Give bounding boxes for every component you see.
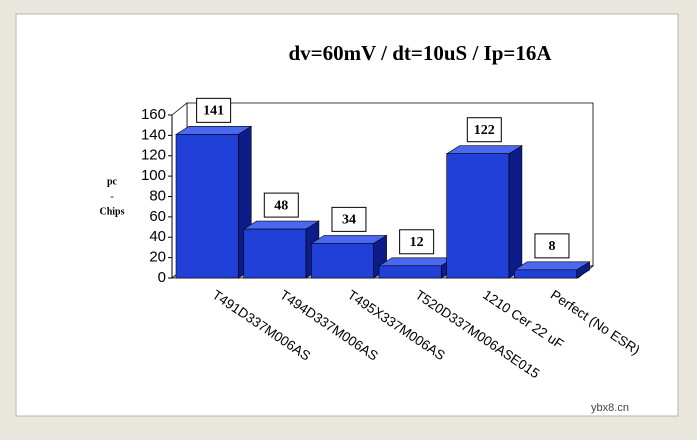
bar-top	[174, 126, 253, 135]
value-label: 8	[548, 239, 555, 254]
bar-top	[242, 220, 320, 230]
bar	[311, 243, 374, 279]
bar	[446, 153, 510, 279]
y-axis-label: Chips	[99, 206, 124, 217]
value-label-box	[331, 206, 367, 232]
y-tick-label: 120	[141, 147, 166, 164]
bar-side	[508, 145, 523, 279]
bar	[175, 134, 239, 279]
bar-top	[513, 261, 591, 271]
value-label-box	[534, 233, 570, 259]
watermark: ybx8.cn	[591, 402, 629, 414]
value-label-box	[196, 97, 232, 123]
bar	[514, 269, 577, 279]
value-label: 122	[474, 123, 495, 138]
y-tick-label: 40	[149, 228, 166, 245]
value-label-box	[263, 192, 299, 218]
value-label-box	[399, 229, 435, 255]
value-label: 34	[342, 213, 356, 228]
y-tick-label: 80	[149, 187, 166, 204]
value-label: 12	[410, 235, 424, 250]
bar	[243, 228, 307, 279]
y-tick-label: 20	[149, 249, 166, 266]
y-axis-label: pc	[107, 176, 118, 187]
value-label: 48	[274, 198, 288, 213]
bar-top	[445, 145, 523, 155]
bar-top	[310, 235, 388, 244]
bar-top	[377, 257, 456, 267]
y-axis-label: -	[110, 191, 113, 202]
bar	[378, 265, 442, 279]
y-tick-label: 60	[149, 208, 166, 225]
y-tick-label: 160	[141, 106, 166, 123]
value-label-box	[466, 117, 502, 143]
chart-title: dv=60mV / dt=10uS / Ip=16A	[288, 41, 552, 65]
y-tick-label: 100	[141, 167, 166, 184]
y-tick-label: 0	[158, 269, 166, 286]
value-label: 141	[203, 104, 224, 119]
y-tick-label: 140	[141, 126, 166, 143]
